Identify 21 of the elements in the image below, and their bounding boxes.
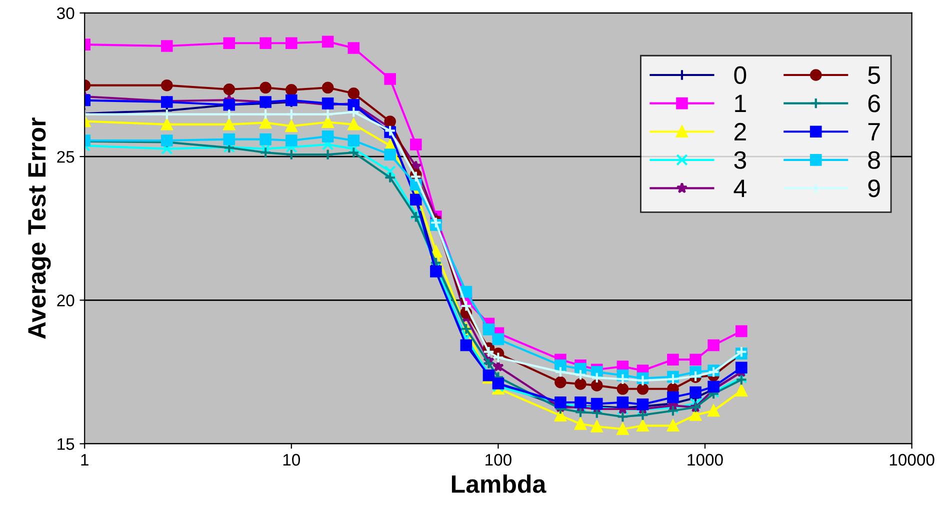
x-tick-label: 10000	[890, 454, 934, 466]
legend-label: 1	[735, 94, 746, 112]
legend-label: 0	[734, 66, 746, 84]
x-tick-label: 1	[81, 454, 88, 466]
legend-label: 5	[868, 66, 880, 84]
x-axis-title: Lambda	[452, 474, 546, 493]
legend-label: 6	[868, 94, 880, 112]
y-tick-label: 20	[57, 294, 74, 306]
y-tick-label: 15	[58, 438, 74, 450]
legend-label: 4	[734, 180, 746, 197]
y-tick-label: 30	[56, 7, 74, 20]
legend-label: 8	[868, 151, 880, 169]
legend-label: 9	[868, 180, 880, 198]
legend-label: 3	[734, 151, 746, 169]
x-tick-label: 10	[283, 454, 300, 466]
y-axis-title: Average Test Error	[28, 118, 51, 339]
x-tick-label: 1000	[688, 454, 723, 466]
y-tick-label: 25	[57, 150, 74, 163]
legend-label: 2	[734, 122, 746, 140]
legend-label: 7	[868, 123, 880, 140]
x-tick-label: 100	[486, 454, 512, 466]
